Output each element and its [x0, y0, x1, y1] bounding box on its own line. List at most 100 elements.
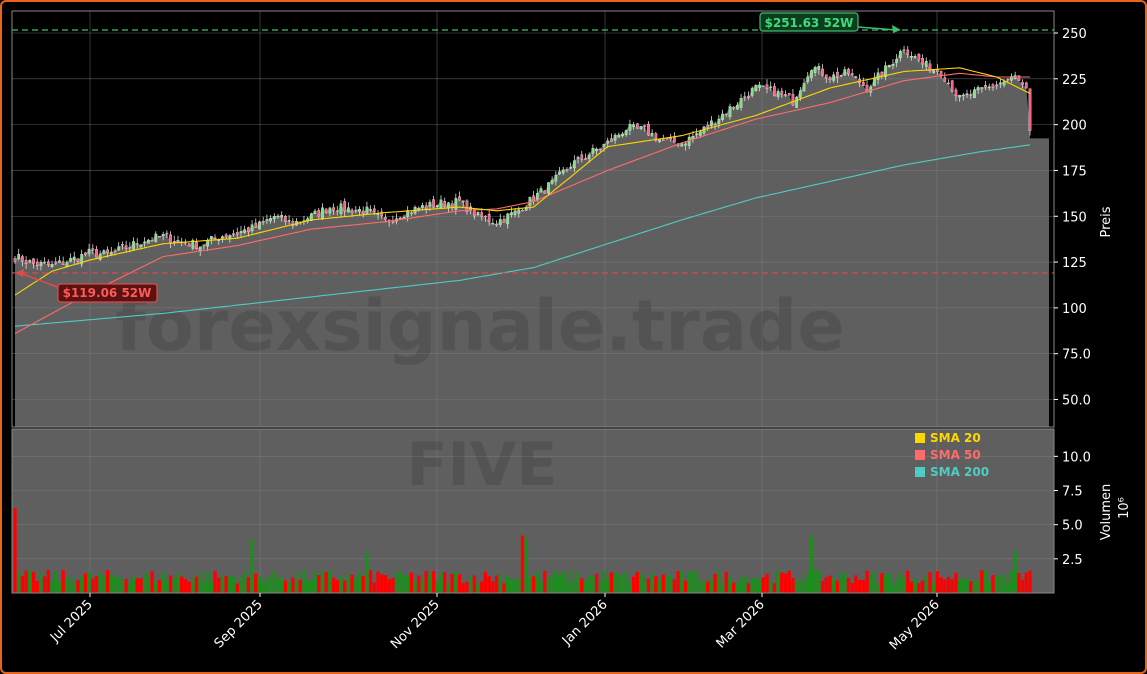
candle — [565, 169, 569, 171]
volume-bar — [665, 574, 669, 593]
candle — [976, 87, 980, 91]
candle — [643, 125, 647, 127]
volume-bar — [313, 571, 317, 593]
candle — [439, 199, 443, 209]
volume-bar — [135, 578, 139, 593]
candle — [1010, 76, 1013, 81]
legend-label: SMA 200 — [930, 465, 989, 479]
volume-bar — [220, 575, 225, 593]
candle — [598, 148, 602, 150]
volume-axes-frame — [11, 428, 1055, 594]
candle — [521, 209, 524, 212]
candle — [569, 167, 573, 169]
candle — [843, 69, 847, 76]
candle — [954, 89, 958, 97]
volume-bar — [735, 582, 740, 593]
volume-bar — [650, 572, 654, 593]
candle — [861, 82, 865, 86]
candle — [454, 198, 458, 210]
volume-bar — [57, 581, 62, 593]
candle — [287, 220, 291, 222]
volume-bar — [1006, 582, 1010, 593]
volume-bar — [943, 579, 947, 593]
volume-bar — [694, 571, 699, 593]
candle — [50, 263, 54, 267]
volume-bar — [620, 575, 625, 593]
candle — [999, 82, 1002, 85]
candle — [206, 240, 209, 247]
candle — [824, 74, 828, 79]
volume-bar — [746, 583, 751, 593]
volume-bar — [769, 580, 773, 593]
volume-bar — [794, 580, 799, 593]
candle — [150, 240, 154, 242]
volume-bar — [617, 573, 621, 593]
volume-bar — [380, 574, 384, 593]
price-axis-label: Preis — [1099, 206, 1114, 237]
candle — [769, 86, 773, 88]
volume-bars — [13, 508, 1032, 593]
candle — [917, 54, 921, 61]
candle — [461, 200, 465, 203]
volume-bar — [506, 575, 510, 593]
candle — [513, 210, 517, 215]
candle — [424, 205, 428, 209]
candle — [891, 64, 895, 66]
candle — [350, 209, 354, 213]
volume-bar — [661, 574, 665, 593]
volume-bar — [687, 572, 691, 593]
volume-bar — [932, 582, 936, 593]
candle — [517, 209, 521, 214]
volume-bar — [913, 578, 917, 593]
volume-bar — [1024, 572, 1028, 593]
candle — [613, 134, 617, 141]
candle — [161, 234, 165, 237]
volume-bar — [709, 578, 714, 593]
candle — [973, 89, 976, 99]
price-tick-label: 175 — [1062, 164, 1087, 179]
volume-bar — [754, 577, 758, 593]
candle — [961, 94, 965, 97]
candle — [580, 154, 584, 160]
legend-swatch — [915, 450, 925, 460]
volume-bar — [1028, 570, 1032, 593]
volume-bar — [139, 578, 143, 593]
volume-bar — [35, 580, 39, 593]
volume-bar — [957, 579, 962, 593]
volume-bar — [165, 579, 169, 593]
volume-bar — [939, 577, 943, 593]
volume-bar — [161, 572, 165, 593]
volume-bar — [68, 576, 73, 593]
volume-bar — [643, 579, 647, 593]
candle — [747, 95, 750, 98]
volume-bar — [857, 580, 862, 593]
candle — [743, 96, 747, 98]
candle — [87, 248, 91, 254]
volume-bar — [280, 578, 284, 593]
candle — [58, 260, 61, 263]
volume-bar — [757, 579, 762, 593]
candle — [280, 215, 284, 218]
candle — [710, 120, 713, 126]
candle — [898, 50, 902, 58]
volume-bar — [1009, 570, 1014, 593]
volume-bar — [146, 576, 151, 593]
candle — [147, 239, 150, 244]
volume-bar — [61, 570, 65, 593]
candle — [258, 221, 261, 230]
candle — [969, 94, 973, 96]
candle — [276, 215, 280, 218]
volume-bar — [509, 579, 514, 593]
candle — [724, 113, 728, 115]
legend-swatch — [915, 433, 925, 443]
candle — [854, 76, 858, 78]
candle — [269, 218, 272, 222]
candle — [209, 236, 213, 239]
volume-bar — [468, 575, 473, 593]
volume-bar — [750, 578, 754, 593]
volume-bar — [224, 576, 228, 593]
candle — [43, 261, 46, 264]
volume-bar — [17, 571, 21, 593]
volume-bar — [906, 570, 910, 593]
volume-bar — [287, 582, 291, 593]
